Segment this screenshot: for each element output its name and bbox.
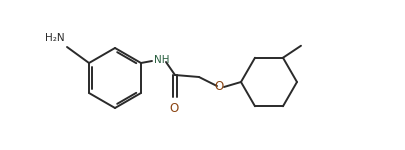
- Text: O: O: [214, 81, 224, 93]
- Text: O: O: [169, 102, 179, 115]
- Text: H₂N: H₂N: [45, 33, 65, 43]
- Text: NH: NH: [154, 55, 169, 65]
